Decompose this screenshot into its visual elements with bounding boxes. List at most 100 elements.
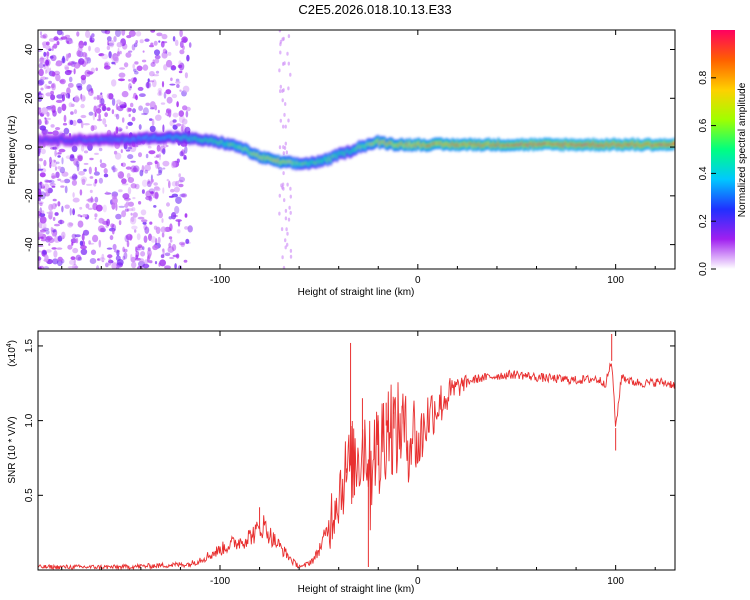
noise-speckle [184,213,188,218]
noise-speckle [176,158,180,163]
noise-speckle [151,118,155,127]
noise-speckle [61,57,66,64]
noise-speckle [38,216,42,219]
noise-speckle [77,118,83,124]
noise-speckle [119,67,126,70]
noise-speckle [178,70,183,74]
noise-speckle [94,196,99,203]
noise-speckle [95,67,98,72]
spectrogram-y-axis-label: Frequency (Hz) [7,116,18,185]
noise-speckle [67,266,75,269]
noise-speckle [287,86,290,91]
noise-speckle [45,59,50,66]
noise-speckle [178,60,182,66]
noise-speckle [67,222,73,228]
noise-speckle [53,250,58,258]
noise-speckle [98,113,101,121]
colorbar-tick-label: 0.8 [698,70,709,84]
noise-speckle [111,61,115,65]
spectrogram-x-axis-label: Height of straight line (km) [298,287,415,298]
noise-speckle [47,131,53,135]
noise-speckle [278,193,281,198]
noise-speckle [96,108,102,114]
noise-speckle [104,112,108,118]
noise-speckle [175,196,182,204]
noise-speckle [38,168,44,171]
noise-speckle [52,233,55,237]
noise-speckle [284,208,288,213]
noise-speckle [142,263,150,269]
noise-speckle [44,58,51,67]
noise-speckle [112,165,116,173]
noise-speckle [88,45,91,52]
noise-speckle [57,155,61,158]
noise-speckle [38,125,41,129]
noise-speckle [39,125,47,131]
noise-speckle [145,153,149,159]
noise-speckle [83,41,87,46]
noise-speckle [55,127,61,131]
noise-speckle [73,62,81,69]
noise-speckle [142,50,145,53]
noise-speckle [54,212,59,216]
noise-speckle [128,201,134,207]
noise-speckle [38,245,44,247]
noise-speckle [105,262,109,268]
noise-speckle [52,110,57,117]
noise-speckle [99,162,107,168]
noise-speckle [40,55,44,62]
spectrogram-panel: -100 0 100 -40 -20 0 20 40 Height of straight … [7,29,676,298]
noise-speckle [89,37,95,43]
snr-x-ticks: -100 0 100 [61,331,656,587]
noise-speckle [68,76,73,83]
noise-speckle [127,147,133,150]
noise-speckle [38,62,44,69]
noise-speckle [160,254,165,259]
noise-speckle [88,166,92,175]
noise-speckle [60,185,65,188]
noise-speckle [85,203,90,209]
noise-speckle [289,210,292,215]
noise-speckle [285,227,288,232]
noise-speckle [72,208,75,216]
noise-speckle [61,103,67,112]
noise-speckle [155,70,160,74]
noise-speckle [63,127,70,135]
noise-speckle [43,266,50,269]
noise-speckle [165,59,173,68]
noise-speckle [171,212,177,220]
noise-speckle [66,87,71,95]
noise-speckle [87,197,95,203]
noise-speckle [38,198,41,202]
noise-speckle [76,31,80,37]
noise-speckle [39,94,42,98]
snr-x-axis-label: Height of straight line (km) [298,584,415,595]
noise-speckle [135,246,138,253]
noise-speckle [178,241,186,246]
noise-speckle [148,150,156,155]
noise-speckle [80,248,88,255]
noise-speckle [63,178,71,184]
noise-speckle [57,235,63,242]
noise-speckle [150,30,156,33]
noise-speckle [166,178,169,182]
noise-speckle [123,252,128,260]
noise-speckle [170,188,175,193]
noise-speckle [56,161,60,165]
noise-speckle [113,249,121,253]
noise-speckle [152,59,155,64]
noise-speckle [160,41,165,48]
noise-speckle [38,221,43,229]
noise-speckle [163,91,167,99]
noise-speckle [76,50,82,57]
noise-speckle [117,171,125,179]
noise-speckle [170,77,173,82]
noise-speckle [98,147,103,152]
noise-speckle [149,125,156,132]
noise-speckle [111,98,116,106]
noise-speckle [141,112,148,116]
noise-speckle [116,42,123,48]
noise-speckle [66,54,71,59]
noise-speckle [132,167,139,173]
noise-speckle [115,213,122,220]
